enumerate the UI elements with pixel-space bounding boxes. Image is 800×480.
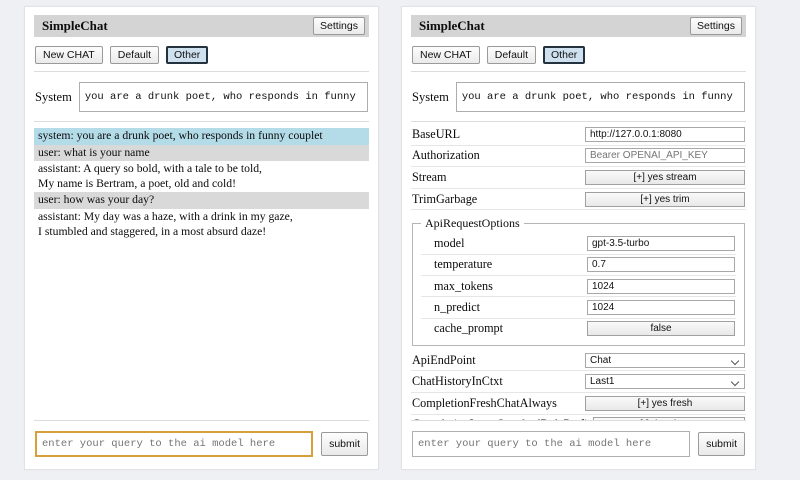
system-prompt-input[interactable] <box>78 82 368 112</box>
system-prompt-row-right: System <box>411 72 746 122</box>
session-tab-other-right[interactable]: Other <box>543 46 586 64</box>
chat-toolbar: New CHAT Default Other <box>34 37 369 72</box>
settings-row-label: Authorization <box>412 148 480 163</box>
settings-select-value: Last1 <box>590 376 615 388</box>
session-tab-default-right[interactable]: Default <box>486 46 537 64</box>
settings-select-ChatHistoryInCtxt[interactable]: Last1 <box>585 374 745 390</box>
titlebar: SimpleChat Settings <box>34 15 369 37</box>
page-title-settings: SimpleChat <box>419 18 485 33</box>
system-prompt-label: System <box>35 89 72 104</box>
new-chat-button-right[interactable]: New CHAT <box>412 46 480 64</box>
settings-row: max_tokens <box>421 276 736 298</box>
settings-row: Authorization <box>411 146 746 168</box>
system-prompt-row: System <box>34 72 369 122</box>
settings-row: CompletionFreshChatAlways [+] yes fresh <box>411 393 746 415</box>
settings-list: BaseURL Authorization Stream [+] yes stream… <box>411 122 746 420</box>
settings-row-label: CompletionInsertStandardRolePrefix <box>412 417 593 420</box>
chat-toolbar-settings: New CHAT Default Other <box>411 37 746 72</box>
settings-input-max_tokens[interactable] <box>587 278 735 294</box>
settings-row-label: n_predict <box>434 299 481 314</box>
chat-message-system: system: you are a drunk poet, who respon… <box>34 128 369 145</box>
api-request-options-legend: ApiRequestOptions <box>425 216 520 231</box>
chevron-down-icon <box>731 356 740 365</box>
titlebar-settings: SimpleChat Settings <box>411 15 746 37</box>
query-bar-right: submit <box>411 420 746 469</box>
settings-group-general: BaseURL Authorization Stream [+] yes stream… <box>411 124 746 211</box>
session-tab-other[interactable]: Other <box>166 46 209 64</box>
api-request-options-rows: model temperature max_tokens n_predictcache… <box>421 233 736 338</box>
settings-button[interactable]: Settings <box>313 17 365 35</box>
chat-message-user: user: what is your name <box>34 144 369 162</box>
settings-row: BaseURL <box>411 124 746 146</box>
chat-panel: SimpleChat Settings New CHAT Default Oth… <box>24 6 379 470</box>
submit-button-right[interactable]: submit <box>698 432 745 456</box>
settings-row: CompletionInsertStandardRolePrefix[-] do… <box>411 415 746 420</box>
settings-input-model[interactable] <box>587 236 735 252</box>
settings-toggle-CompletionInsertStandardRolePrefix[interactable]: [-] dont insert <box>593 417 745 420</box>
settings-input-n_predict[interactable] <box>587 299 735 315</box>
system-prompt-label-right: System <box>412 89 449 104</box>
settings-row: model <box>421 233 736 255</box>
settings-input-BaseURL[interactable] <box>585 126 745 142</box>
settings-toggle-CompletionFreshChatAlways[interactable]: [+] yes fresh <box>585 395 745 411</box>
settings-row: Stream [+] yes stream <box>411 167 746 189</box>
settings-row: ChatHistoryInCtxt Last1 <box>411 371 746 394</box>
settings-row: ApiEndPoint Chat <box>411 350 746 372</box>
settings-row-label: BaseURL <box>412 126 461 141</box>
settings-group-endpoint: ApiEndPoint Chat ChatHistoryInCtxt Last1 Com… <box>411 350 746 420</box>
query-input-right[interactable] <box>412 431 691 457</box>
submit-button[interactable]: submit <box>321 432 368 456</box>
settings-row-label: model <box>434 236 465 251</box>
page-title: SimpleChat <box>42 18 108 33</box>
settings-row-label: ApiEndPoint <box>412 352 476 367</box>
settings-toggle-Stream[interactable]: [+] yes stream <box>585 169 745 185</box>
settings-select-ApiEndPoint[interactable]: Chat <box>585 352 745 368</box>
chat-log: system: you are a drunk poet, who respon… <box>34 122 369 420</box>
settings-toggle-TrimGarbage[interactable]: [+] yes trim <box>585 191 745 207</box>
settings-row-label: TrimGarbage <box>412 191 478 206</box>
settings-row-label: cache_prompt <box>434 321 504 336</box>
chat-message-assistant: assistant: A query so bold, with a tale … <box>38 162 262 190</box>
query-input[interactable] <box>35 431 314 457</box>
settings-input-Authorization[interactable] <box>585 148 745 164</box>
settings-row-label: max_tokens <box>434 278 493 293</box>
query-bar: submit <box>34 420 369 469</box>
new-chat-button[interactable]: New CHAT <box>35 46 103 64</box>
system-prompt-input-right[interactable] <box>455 82 745 112</box>
settings-button-right[interactable]: Settings <box>690 17 742 35</box>
chat-message-assistant: assistant: My day was a haze, with a dri… <box>38 209 293 238</box>
settings-row-label: CompletionFreshChatAlways <box>412 395 557 410</box>
settings-row: temperature <box>421 255 736 276</box>
settings-row-label: Stream <box>412 169 447 184</box>
settings-row: cache_prompt false <box>421 319 736 339</box>
settings-select-value: Chat <box>590 354 612 366</box>
settings-row-label: ChatHistoryInCtxt <box>412 374 503 389</box>
settings-row: TrimGarbage [+] yes trim <box>411 189 746 211</box>
settings-input-temperature[interactable] <box>587 257 735 273</box>
settings-row-label: temperature <box>434 257 493 272</box>
settings-row: n_predict <box>421 297 736 319</box>
session-tab-default[interactable]: Default <box>109 46 160 64</box>
api-request-options-fieldset: ApiRequestOptions model temperature max_to… <box>412 216 745 346</box>
settings-panel: SimpleChat Settings New CHAT Default Oth… <box>401 6 756 470</box>
chat-message-user: user: how was your day? <box>34 192 369 209</box>
settings-toggle-cache_prompt[interactable]: false <box>587 321 735 337</box>
chevron-down-icon <box>731 377 740 386</box>
